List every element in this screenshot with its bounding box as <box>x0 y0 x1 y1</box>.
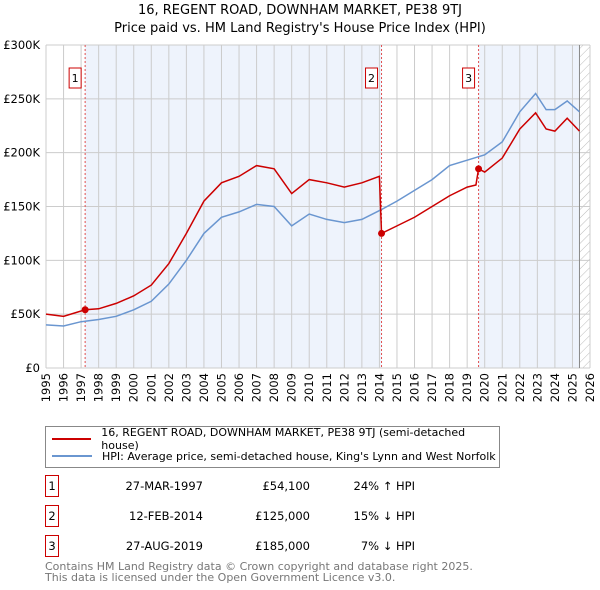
chart-title: 16, REGENT ROAD, DOWNHAM MARKET, PE38 9T… <box>137 3 463 18</box>
y-tick-label: £200K <box>3 146 40 160</box>
x-tick-label: 2008 <box>267 373 281 402</box>
hpi-diff: 24% ↑ HPI <box>353 479 415 493</box>
chart-subtitle: Price paid vs. HM Land Registry's House … <box>114 21 486 36</box>
x-tick-label: 2000 <box>127 373 141 402</box>
sale-price: £185,000 <box>255 539 310 553</box>
x-tick-label: 2024 <box>548 373 562 402</box>
marker-badge: 2 <box>45 505 59 527</box>
x-tick-label: 2025 <box>565 373 579 402</box>
y-tick-label: £250K <box>3 92 40 106</box>
sale-badge <box>462 67 476 89</box>
sale-badge-label: 3 <box>465 72 472 85</box>
sale-badge-label: 1 <box>72 72 79 85</box>
hpi-diff: 15% ↓ HPI <box>353 509 415 523</box>
x-tick-label: 1996 <box>57 373 71 402</box>
marker-badge: 1 <box>45 475 59 497</box>
legend-swatch-blue <box>52 455 92 457</box>
x-tick-label: 1999 <box>109 373 123 402</box>
x-tick-label: 2018 <box>443 373 457 402</box>
sale-date: 27-MAR-1997 <box>125 479 203 493</box>
sale-badge <box>365 67 379 89</box>
price-chart: 1995 1996 1997 1998 1999 2000 2001 2002 2003 2004… <box>3 38 597 402</box>
footer-line: Contains HM Land Registry data © Crown c… <box>45 560 473 573</box>
sale-price: £125,000 <box>255 509 310 523</box>
x-tick-label: 2022 <box>513 373 527 402</box>
x-tick-label: 2016 <box>408 373 422 402</box>
y-tick-label: £100K <box>3 253 40 267</box>
sale-point <box>81 306 89 314</box>
x-tick-label: 2021 <box>495 373 509 402</box>
y-tick-label: £50K <box>11 307 41 321</box>
footer-line: This data is licensed under the Open Gov… <box>45 571 396 584</box>
x-tick-label: 2001 <box>144 373 158 402</box>
y-tick-label: £300K <box>3 38 40 52</box>
y-tick-label: £0 <box>25 361 40 375</box>
x-tick-label: 2020 <box>478 373 492 402</box>
x-tick-label: 2015 <box>390 373 404 402</box>
sale-date: 27-AUG-2019 <box>125 539 203 553</box>
legend-label: HPI: Average price, semi-detached house,… <box>102 449 496 463</box>
x-tick-label: 2013 <box>355 373 369 402</box>
x-tick-label: 2017 <box>425 373 439 402</box>
x-tick-label: 2009 <box>285 373 299 402</box>
x-tick-label: 2011 <box>320 373 334 402</box>
sale-badge <box>68 67 82 89</box>
x-tick-label: 2019 <box>460 373 474 402</box>
x-tick-label: 2002 <box>162 373 176 402</box>
footer: Contains HM Land Registry data © Crown c… <box>45 561 473 583</box>
legend-label: 16, REGENT ROAD, DOWNHAM MARKET, PE38 9T… <box>101 426 466 452</box>
x-tick-label: 2007 <box>250 373 264 402</box>
x-tick-label: 2003 <box>179 373 193 402</box>
legend-item-hpi: HPI: Average price, semi-detached house,… <box>52 449 496 463</box>
sale-price: £54,100 <box>262 479 310 493</box>
x-tick-label: 2010 <box>302 373 316 402</box>
x-tick-label: 2014 <box>372 373 386 402</box>
legend-item-property: 16, REGENT ROAD, DOWNHAM MARKET, PE38 9T… <box>52 426 499 452</box>
legend-swatch-red <box>52 438 92 440</box>
x-tick-label: 1998 <box>92 373 106 402</box>
x-tick-label: 2006 <box>232 373 246 402</box>
marker-badge: 3 <box>45 535 59 557</box>
sale-point <box>378 229 386 237</box>
x-tick-label: 2026 <box>583 373 597 402</box>
sale-date: 12-FEB-2014 <box>129 509 203 523</box>
transaction-row: 1 27-MAR-1997 £54,100 24% ↑ HPI <box>45 475 445 497</box>
x-tick-label: 2023 <box>530 373 544 402</box>
x-tick-label: 1995 <box>39 373 53 402</box>
hpi-line <box>45 92 580 327</box>
sale-point <box>475 165 483 173</box>
x-tick-label: 1997 <box>74 373 88 402</box>
price-paid-line <box>45 111 581 318</box>
transaction-row: 3 27-AUG-2019 £185,000 7% ↓ HPI <box>45 535 445 557</box>
legend: 16, REGENT ROAD, DOWNHAM MARKET, PE38 9T… <box>45 426 500 468</box>
y-tick-label: £150K <box>3 200 40 214</box>
hpi-diff: 7% ↓ HPI <box>360 539 415 553</box>
x-tick-label: 2004 <box>197 373 211 402</box>
x-tick-label: 2012 <box>337 373 351 402</box>
x-tick-label: 2005 <box>214 373 228 402</box>
sale-badge-label: 2 <box>368 72 375 85</box>
transaction-row: 2 12-FEB-2014 £125,000 15% ↓ HPI <box>45 505 445 527</box>
